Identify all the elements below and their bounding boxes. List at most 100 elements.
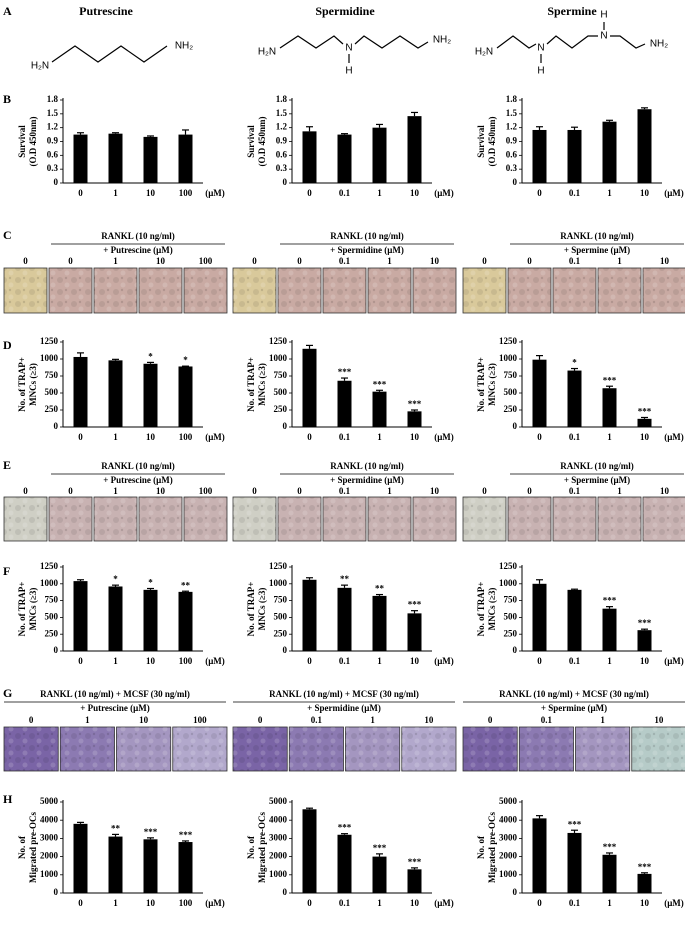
y-tick-label: 1250 [269,336,288,346]
y-tick-label: 3000 [269,832,288,842]
bond [496,35,537,49]
unit-label: (μM) [664,656,684,666]
micrograph-texture [139,497,182,541]
bar [143,839,158,893]
bar [302,579,317,651]
y-tick-label: 4000 [499,814,518,824]
header-line: RANKL (10 ng/ml) [560,231,634,241]
y-tick-label: 250 [45,404,59,414]
header-line: + Putrescine (μM) [103,475,173,485]
x-tick-label: 1 [377,432,382,442]
y-tick-label: 1000 [269,353,288,363]
bar [108,836,123,893]
x-tick-label: 10 [146,656,156,666]
y-tick-label: 500 [504,387,518,397]
panel-label: A [3,4,12,18]
significance: * [572,358,577,368]
y-tick-label: 500 [45,387,59,397]
x-tick-label: 10 [640,656,650,666]
y-tick-label: 750 [45,370,59,380]
atom: NH₂ [175,41,193,52]
y-tick-label: 1.8 [276,94,288,104]
y-tick-label: 500 [274,611,288,621]
micrograph-texture [631,727,685,771]
y-axis-label: MNCs (≥3) [257,363,267,406]
image-label: 0.1 [541,715,553,725]
y-axis-label: (O.D 450nm) [257,117,267,167]
y-tick-label: 1.5 [276,108,288,118]
x-tick-label: 10 [146,898,156,908]
image-label: 10 [156,486,166,496]
x-tick-label: 0 [307,188,312,198]
x-tick-label: 0.1 [339,656,351,666]
header-line: + Spermidine (μM) [330,245,404,255]
y-tick-label: 0 [283,645,288,655]
x-tick-label: 1 [113,188,118,198]
bond [610,35,646,49]
y-tick-label: 1.2 [47,122,59,132]
y-axis-label: MNCs (≥3) [28,588,38,631]
header-line: RANKL (10 ng/ml) + MCSF (30 ng/ml) [499,689,649,699]
x-tick-label: 0 [78,656,83,666]
y-tick-label: 1.8 [47,94,59,104]
y-tick-label: 0 [513,177,518,187]
unit-label: (μM) [205,898,225,908]
x-tick-label: 1 [377,656,382,666]
y-tick-label: 750 [45,595,59,605]
micrograph-texture [233,497,276,541]
header-line: + Spermine (μM) [564,245,630,255]
y-tick-label: 0 [513,421,518,431]
image-label: 0 [68,486,73,496]
unit-label: (μM) [664,898,684,908]
y-axis-label: No. of TRAP+ [246,582,256,637]
bond [546,35,598,49]
y-tick-label: 0.6 [506,149,518,159]
y-tick-label: 1.5 [506,108,518,118]
significance: * [148,578,153,588]
x-tick-label: 0.1 [569,656,581,666]
atom: H₂N [258,47,276,58]
micrograph-texture [289,727,344,771]
image-label: 1 [387,486,392,496]
y-tick-label: 0.6 [276,149,288,159]
significance: *** [373,379,387,389]
x-tick-label: 1 [113,898,118,908]
y-tick-label: 250 [45,628,59,638]
x-tick-label: 0 [78,898,83,908]
y-tick-label: 1000 [269,578,288,588]
significance: ** [340,574,350,584]
micrograph-texture [463,268,506,313]
significance: ** [181,580,191,590]
significance: *** [568,819,582,829]
y-tick-label: 500 [45,611,59,621]
compound-name: Putrescine [79,4,133,18]
bar [532,129,547,183]
bar [143,363,158,427]
bar [372,595,387,651]
image-label: 0 [527,486,532,496]
y-axis-label: Migrated pre-OCs [257,811,267,883]
x-tick-label: 0 [537,898,542,908]
x-tick-label: 1 [607,432,612,442]
y-axis-label: Survival [17,125,27,158]
image-label: 1 [370,715,375,725]
x-tick-label: 100 [179,898,193,908]
x-tick-label: 1 [607,188,612,198]
y-tick-label: 750 [274,370,288,380]
image-label: 10 [660,486,670,496]
atom: N [600,31,607,42]
bar [108,586,123,651]
significance: *** [408,857,422,867]
micrograph-texture [233,268,276,313]
micrograph-texture [172,727,227,771]
x-tick-label: 1 [607,898,612,908]
micrograph-texture [94,268,137,313]
x-tick-label: 0 [78,432,83,442]
micrograph-texture [413,497,456,541]
micrograph-texture [94,497,137,541]
micrograph-texture [508,497,551,541]
micrograph-texture [463,497,506,541]
y-axis-label: No. of [476,835,486,859]
image-label: 0 [488,715,493,725]
image-label: 0 [258,715,263,725]
